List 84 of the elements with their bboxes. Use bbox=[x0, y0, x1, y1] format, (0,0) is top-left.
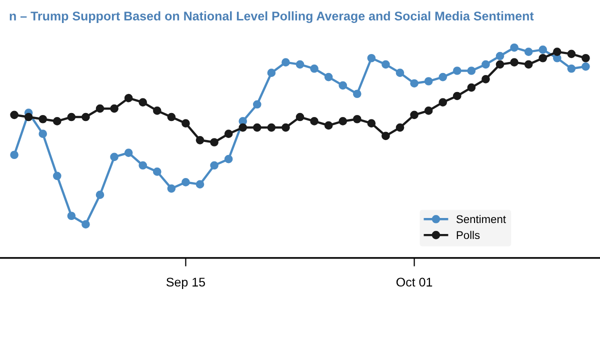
point bbox=[138, 161, 148, 170]
point bbox=[452, 66, 462, 75]
point bbox=[267, 123, 276, 132]
point bbox=[67, 112, 76, 122]
x-tick-label: Oct 01 bbox=[396, 278, 432, 287]
legend-label: Polls bbox=[456, 230, 480, 240]
point bbox=[338, 117, 348, 126]
point bbox=[124, 94, 133, 102]
point bbox=[82, 220, 90, 228]
point bbox=[510, 58, 518, 66]
point bbox=[410, 79, 418, 88]
point bbox=[410, 110, 418, 120]
x-tick-label: Sep 15 bbox=[166, 278, 205, 290]
point bbox=[496, 52, 504, 60]
point bbox=[110, 104, 118, 113]
point bbox=[582, 54, 590, 62]
point bbox=[267, 68, 276, 78]
point bbox=[452, 92, 462, 100]
point bbox=[496, 60, 504, 69]
point bbox=[167, 112, 176, 122]
point bbox=[538, 54, 548, 62]
point bbox=[38, 130, 48, 138]
point bbox=[210, 161, 218, 170]
point bbox=[382, 60, 390, 69]
point bbox=[382, 132, 390, 140]
point bbox=[324, 72, 333, 82]
point bbox=[10, 150, 18, 160]
point bbox=[524, 48, 533, 56]
point bbox=[167, 184, 176, 193]
point bbox=[196, 136, 204, 144]
point bbox=[552, 48, 562, 56]
legend-label: Sentiment bbox=[456, 214, 506, 224]
point bbox=[52, 117, 62, 126]
point bbox=[210, 138, 218, 146]
point bbox=[182, 119, 190, 128]
point bbox=[396, 123, 404, 132]
point bbox=[338, 81, 348, 90]
point bbox=[582, 62, 590, 71]
point bbox=[352, 90, 362, 98]
point bbox=[438, 72, 448, 82]
point bbox=[52, 172, 62, 180]
point bbox=[282, 58, 290, 66]
point bbox=[38, 114, 48, 124]
point bbox=[224, 154, 233, 164]
point bbox=[110, 152, 118, 162]
point bbox=[467, 66, 476, 75]
point bbox=[182, 178, 190, 186]
point bbox=[367, 54, 376, 62]
point bbox=[510, 43, 518, 52]
point bbox=[396, 68, 404, 78]
point bbox=[310, 64, 318, 73]
point bbox=[324, 121, 333, 130]
point bbox=[67, 212, 76, 220]
point bbox=[282, 123, 290, 132]
point bbox=[124, 148, 133, 157]
point bbox=[152, 168, 162, 176]
point bbox=[10, 110, 18, 120]
point bbox=[482, 60, 490, 69]
point bbox=[238, 123, 248, 132]
point bbox=[367, 119, 376, 128]
point bbox=[538, 46, 548, 54]
point bbox=[438, 98, 448, 106]
point bbox=[467, 83, 476, 92]
point bbox=[252, 123, 262, 132]
point bbox=[296, 112, 304, 122]
point bbox=[567, 64, 576, 73]
point bbox=[424, 77, 433, 86]
point bbox=[296, 60, 304, 69]
point bbox=[152, 106, 162, 115]
point bbox=[567, 50, 576, 58]
point bbox=[196, 180, 204, 188]
point bbox=[96, 104, 104, 113]
point bbox=[138, 98, 148, 106]
point bbox=[310, 117, 318, 126]
point bbox=[82, 112, 90, 122]
point bbox=[424, 106, 433, 115]
point bbox=[252, 100, 262, 109]
point bbox=[24, 112, 33, 122]
point bbox=[524, 60, 533, 69]
point bbox=[352, 114, 362, 124]
chart-title: n – Trump Support Based on National Level Polling Average and Social Media Sentiment bbox=[10, 11, 534, 24]
point bbox=[482, 74, 490, 84]
point bbox=[96, 190, 104, 200]
point bbox=[224, 130, 233, 138]
